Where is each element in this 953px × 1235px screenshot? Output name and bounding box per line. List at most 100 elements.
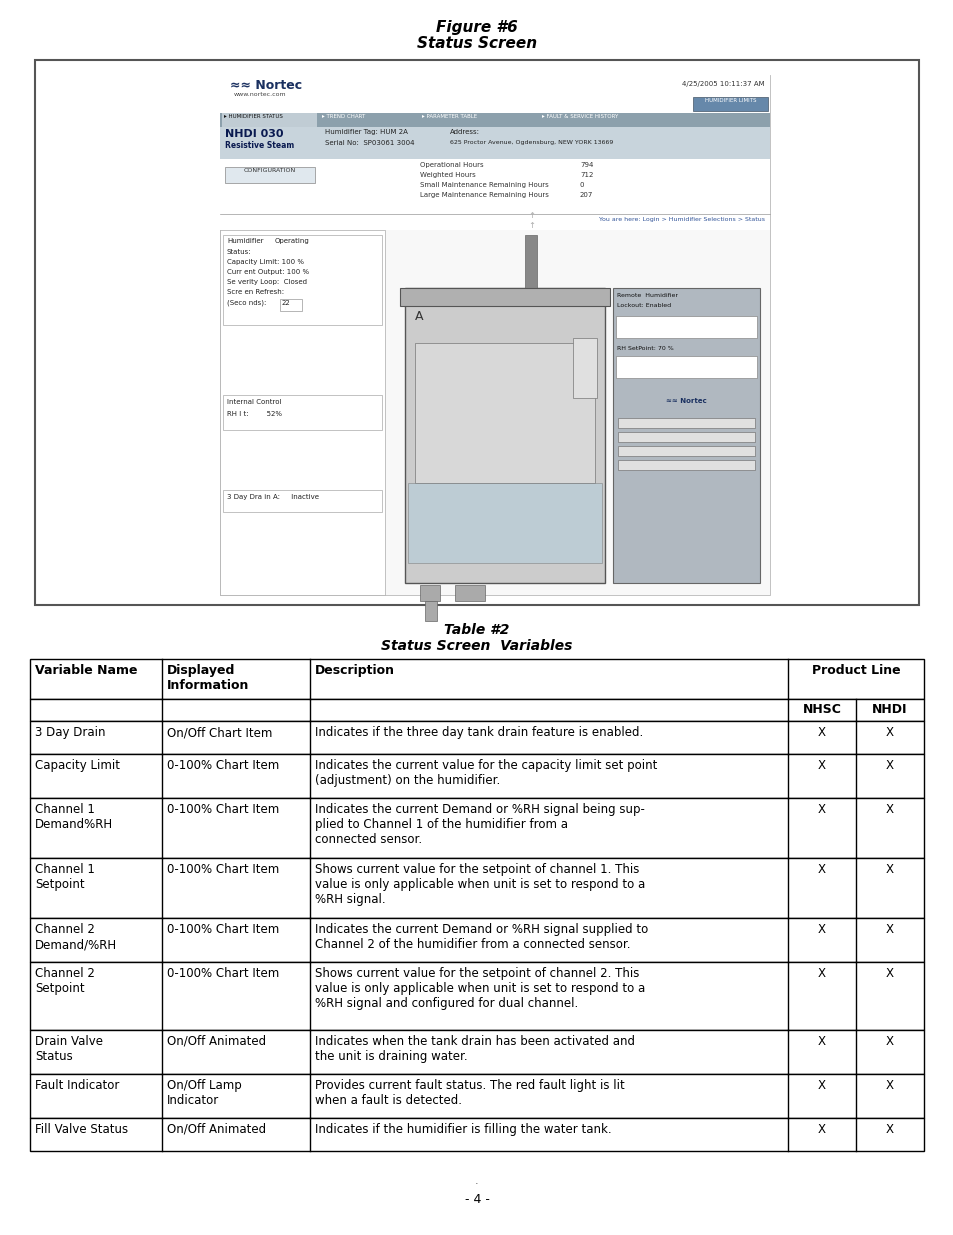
Bar	[280, 299, 302, 311]
Bar	[30, 918, 923, 962]
Text: Indicates the current value for the capacity limit set point
(adjustment) on the: Indicates the current value for the capa…	[314, 760, 657, 787]
Bar	[455, 585, 484, 601]
Text: X: X	[885, 1079, 893, 1092]
Text: X: X	[818, 863, 825, 876]
Text: X: X	[818, 726, 825, 739]
Text: X: X	[818, 803, 825, 816]
Text: X: X	[818, 1035, 825, 1049]
Text: Provides current fault status. The red fault light is lit
when a fault is detect: Provides current fault status. The red f…	[314, 1079, 624, 1107]
Text: NHSC: NHSC	[801, 703, 841, 716]
Text: Figure #6: Figure #6	[436, 20, 517, 35]
Text: Table #2: Table #2	[444, 622, 509, 637]
Bar	[399, 288, 610, 306]
Bar	[30, 858, 923, 918]
Bar	[30, 721, 923, 755]
Bar	[405, 288, 604, 583]
Text: Status Screen  Variables: Status Screen Variables	[381, 638, 572, 653]
Text: Internal Control: Internal Control	[227, 399, 281, 405]
Bar	[220, 75, 769, 595]
Text: X: X	[885, 967, 893, 981]
Text: 0-100% Chart Item: 0-100% Chart Item	[167, 923, 279, 936]
Text: Serial No:  SP03061 3004: Serial No: SP03061 3004	[325, 140, 414, 146]
Text: Channel 2
Demand/%RH: Channel 2 Demand/%RH	[35, 923, 117, 951]
Bar	[222, 112, 316, 127]
Text: (Seco nds):: (Seco nds):	[227, 299, 266, 305]
Text: Indicates if the humidifier is filling the water tank.: Indicates if the humidifier is filling t…	[314, 1123, 611, 1136]
Text: Address:: Address:	[450, 128, 479, 135]
Bar	[223, 490, 381, 513]
Text: www.nortec.com: www.nortec.com	[233, 91, 286, 98]
Text: Indicates when the tank drain has been activated and
the unit is draining water.: Indicates when the tank drain has been a…	[314, 1035, 634, 1063]
Bar	[613, 288, 760, 583]
Text: Weighted Hours: Weighted Hours	[419, 172, 476, 178]
Text: A: A	[415, 310, 423, 324]
Bar	[225, 167, 314, 183]
Text: Humidifier Tag: HUM 2A: Humidifier Tag: HUM 2A	[325, 128, 408, 135]
Text: 207: 207	[579, 191, 593, 198]
Text: On/Off Animated: On/Off Animated	[167, 1035, 266, 1049]
Text: 3 Day Drain: 3 Day Drain	[35, 726, 106, 739]
Text: 4/25/2005 10:11:37 AM: 4/25/2005 10:11:37 AM	[681, 82, 764, 86]
Text: ▸ TREND CHART: ▸ TREND CHART	[322, 114, 365, 119]
Text: X: X	[818, 1079, 825, 1092]
Text: X: X	[818, 923, 825, 936]
Bar	[616, 316, 757, 338]
Text: Operating: Operating	[274, 238, 310, 245]
Bar	[415, 343, 595, 483]
Text: Description: Description	[314, 664, 395, 677]
Text: ↑
↑: ↑ ↑	[527, 211, 535, 230]
Text: ▸ PARAMETER TABLE: ▸ PARAMETER TABLE	[421, 114, 476, 119]
Text: X: X	[818, 760, 825, 772]
Text: Indicates the current Demand or %RH signal supplied to
Channel 2 of the humidifi: Indicates the current Demand or %RH sign…	[314, 923, 647, 951]
Bar	[616, 356, 757, 378]
Text: Remote  Humidifier: Remote Humidifier	[617, 293, 678, 298]
Text: Fault Indicator: Fault Indicator	[35, 1079, 119, 1092]
Bar	[419, 585, 439, 601]
Text: Capacity Limit: 100 %: Capacity Limit: 100 %	[227, 259, 304, 266]
Bar	[30, 755, 923, 798]
Text: Curr ent Output: 100 %: Curr ent Output: 100 %	[227, 269, 309, 275]
Text: ▸ HUMIDIFIER STATUS: ▸ HUMIDIFIER STATUS	[224, 114, 283, 119]
Text: NHDI: NHDI	[871, 703, 907, 716]
Text: Small Maintenance Remaining Hours: Small Maintenance Remaining Hours	[419, 182, 548, 188]
Bar	[30, 1074, 923, 1118]
Text: You are here: Login > Humidifier Selections > Status: You are here: Login > Humidifier Selecti…	[598, 217, 764, 222]
Text: Indicates the current Demand or %RH signal being sup-
plied to Channel 1 of the : Indicates the current Demand or %RH sign…	[314, 803, 644, 846]
Text: 0-100% Chart Item: 0-100% Chart Item	[167, 967, 279, 981]
Text: X: X	[885, 1035, 893, 1049]
Text: X: X	[885, 803, 893, 816]
Text: Status Screen: Status Screen	[416, 36, 537, 51]
Text: Indicates if the three day tank drain feature is enabled.: Indicates if the three day tank drain fe…	[314, 726, 642, 739]
Text: Humidifier: Humidifier	[227, 238, 263, 245]
Text: Status:: Status:	[227, 249, 252, 254]
Bar	[220, 75, 769, 112]
Text: X: X	[885, 726, 893, 739]
Text: Channel 2
Setpoint: Channel 2 Setpoint	[35, 967, 94, 995]
Text: Resistive Steam: Resistive Steam	[225, 141, 294, 149]
Text: Large Maintenance Remaining Hours: Large Maintenance Remaining Hours	[419, 191, 548, 198]
Text: - 4 -: - 4 -	[464, 1193, 489, 1207]
Bar	[30, 1118, 923, 1151]
Bar	[30, 1030, 923, 1074]
Bar	[618, 459, 754, 471]
Bar	[35, 61, 918, 605]
Bar	[30, 659, 923, 699]
Text: X: X	[885, 863, 893, 876]
Text: X: X	[818, 967, 825, 981]
Bar	[618, 432, 754, 442]
Text: Channel 1
Demand%RH: Channel 1 Demand%RH	[35, 803, 113, 831]
Bar	[220, 214, 769, 230]
Text: Drain Valve
Status: Drain Valve Status	[35, 1035, 103, 1063]
Bar	[223, 235, 381, 325]
Text: Shows current value for the setpoint of channel 1. This
value is only applicable: Shows current value for the setpoint of …	[314, 863, 644, 906]
Text: ≈≈ Nortec: ≈≈ Nortec	[230, 79, 302, 91]
Text: Capacity Limit: Capacity Limit	[35, 760, 120, 772]
Bar	[618, 446, 754, 456]
Bar	[385, 230, 769, 595]
Bar	[573, 338, 597, 398]
Bar	[220, 230, 385, 595]
Text: Variable Name: Variable Name	[35, 664, 137, 677]
Text: 3 Day Dra in A:     Inactive: 3 Day Dra in A: Inactive	[227, 494, 318, 500]
Bar	[220, 127, 769, 159]
Text: NHDI 030: NHDI 030	[225, 128, 283, 140]
